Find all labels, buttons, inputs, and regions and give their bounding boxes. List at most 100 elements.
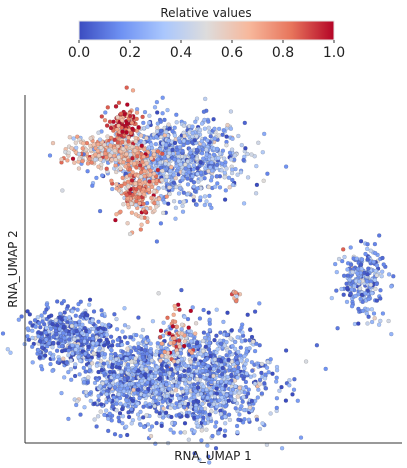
scatter-point <box>236 417 241 422</box>
scatter-point <box>64 360 70 366</box>
scatter-point <box>356 306 361 312</box>
scatter-point <box>130 398 136 404</box>
scatter-point <box>204 147 209 152</box>
scatter-point <box>105 134 110 139</box>
scatter-point <box>171 172 177 178</box>
scatter-point <box>124 356 129 361</box>
scatter-point <box>245 175 251 180</box>
scatter-point <box>128 335 134 340</box>
scatter-point <box>169 390 175 395</box>
scatter-point <box>353 293 358 299</box>
scatter-point <box>378 318 383 324</box>
scatter-point <box>113 157 118 162</box>
scatter-point <box>171 180 177 185</box>
scatter-point <box>254 417 260 422</box>
scatter-point <box>149 374 154 379</box>
scatter-point <box>147 402 152 407</box>
scatter-point <box>219 379 224 384</box>
scatter-point <box>216 133 222 138</box>
scatter-point <box>335 326 340 331</box>
scatter-point <box>152 200 157 206</box>
scatter-point <box>96 153 102 158</box>
scatter-point <box>194 147 200 153</box>
scatter-point <box>107 119 113 124</box>
scatter-point <box>97 137 103 142</box>
scatter-point <box>195 423 201 428</box>
scatter-point <box>172 303 177 309</box>
scatter-point <box>70 343 75 348</box>
scatter-point <box>103 151 108 156</box>
scatter-point <box>138 174 144 179</box>
scatter-point <box>159 177 165 183</box>
scatter-point <box>97 345 103 351</box>
scatter-point <box>142 209 148 214</box>
scatter-point <box>149 184 155 190</box>
scatter-point <box>333 261 338 267</box>
scatter-point <box>167 168 173 174</box>
scatter-point <box>222 414 228 420</box>
scatter-point <box>121 159 126 165</box>
scatter-point <box>178 162 183 167</box>
scatter-point <box>170 147 175 153</box>
scatter-point <box>188 150 193 156</box>
scatter-point <box>30 328 35 333</box>
scatter-point <box>235 430 240 435</box>
scatter-point <box>184 385 189 391</box>
scatter-point <box>193 321 199 326</box>
scatter-point <box>139 366 145 372</box>
scatter-point <box>198 195 203 200</box>
scatter-point <box>171 430 176 435</box>
scatter-point <box>150 178 156 184</box>
scatter-point <box>237 412 242 417</box>
scatter-point <box>152 208 157 213</box>
scatter-point <box>43 348 49 353</box>
scatter-point <box>241 157 246 163</box>
scatter-point <box>104 392 109 397</box>
scatter-point <box>350 270 355 275</box>
scatter-point <box>176 412 182 417</box>
scatter-point <box>247 346 252 351</box>
scatter-point <box>43 337 49 342</box>
scatter-point <box>147 179 152 184</box>
scatter-point <box>157 395 162 401</box>
scatter-point <box>260 149 265 155</box>
scatter-point <box>98 402 104 407</box>
scatter-point <box>119 183 124 189</box>
scatter-point <box>279 446 285 451</box>
scatter-point <box>155 121 161 126</box>
scatter-point <box>146 120 152 126</box>
scatter-point <box>59 157 64 162</box>
scatter-point <box>226 398 232 403</box>
scatter-point <box>106 322 112 327</box>
scatter-point <box>240 399 245 404</box>
scatter-point <box>188 359 193 364</box>
scatter-point <box>171 359 177 364</box>
scatter-point <box>243 146 248 151</box>
scatter-point <box>200 368 205 374</box>
scatter-point <box>250 368 255 373</box>
scatter-point <box>87 297 93 302</box>
scatter-point <box>245 312 250 317</box>
scatter-point <box>191 184 197 189</box>
scatter-point <box>158 128 164 133</box>
scatter-point <box>99 114 105 119</box>
scatter-point <box>86 344 91 350</box>
scatter-point <box>8 350 13 355</box>
scatter-point <box>199 138 205 144</box>
scatter-point <box>212 126 217 132</box>
scatter-point <box>152 105 158 110</box>
scatter-point <box>163 358 169 363</box>
scatter-point <box>129 421 134 426</box>
scatter-point <box>65 304 71 309</box>
scatter-point <box>139 222 144 227</box>
scatter-point <box>86 353 91 358</box>
scatter-point <box>256 140 261 146</box>
scatter-point <box>122 335 128 340</box>
scatter-point <box>386 318 391 324</box>
scatter-point <box>277 388 282 393</box>
scatter-point <box>173 388 179 393</box>
scatter-point <box>60 188 65 193</box>
scatter-point <box>164 194 169 199</box>
scatter-point <box>154 349 160 354</box>
scatter-point <box>124 121 130 126</box>
